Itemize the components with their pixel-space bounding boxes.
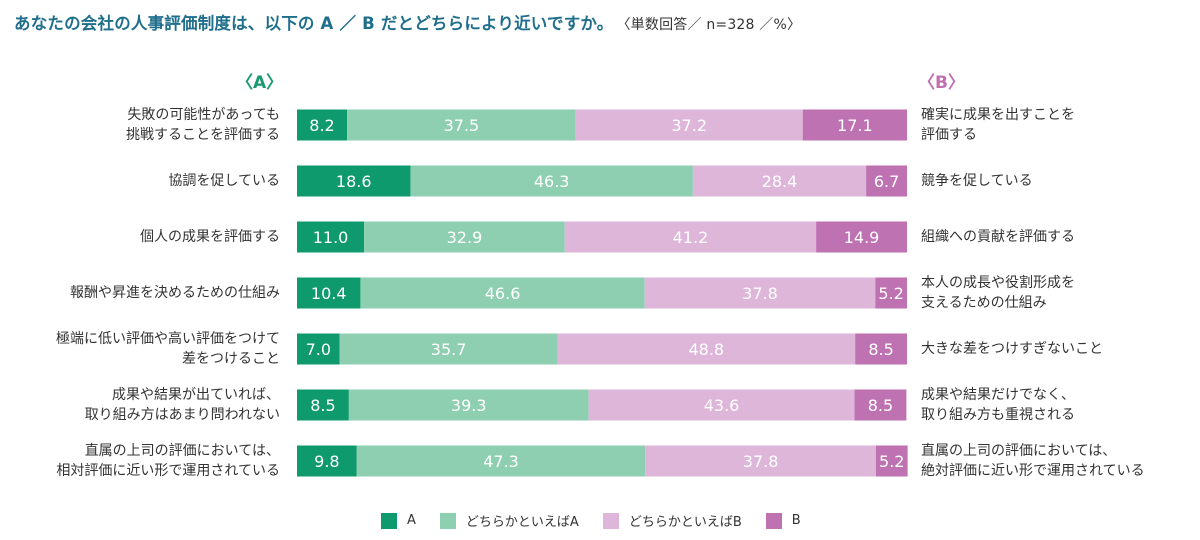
bar-segment	[297, 445, 357, 477]
bar-segment	[854, 389, 907, 421]
bar-segment	[557, 333, 856, 365]
bar-segment	[875, 277, 907, 309]
row-label-b: 成果や結果だけでなく、 取り組み方も重視される	[921, 387, 1075, 423]
legend-item: どちらかといえばB	[602, 511, 742, 530]
sample-note: 〈単数回答／ n=328 ／%〉	[623, 17, 802, 33]
data-label: 5.2	[879, 452, 904, 471]
data-label: 41.2	[673, 228, 709, 247]
legend-item: A	[381, 512, 416, 529]
data-label: 48.8	[688, 340, 724, 359]
bar-segment	[588, 389, 855, 421]
data-label: 9.8	[314, 452, 339, 471]
bar-segment	[692, 165, 867, 197]
bar-segment	[297, 277, 361, 309]
row-label-a: 成果や結果が出ていれば、 取り組み方はあまり問われない	[84, 387, 280, 423]
bar-segment	[347, 109, 576, 141]
legend-swatch	[381, 512, 397, 529]
row-label-a: 直属の上司の評価においては、 相対評価に近い形で運用されている	[56, 443, 280, 479]
legend-item: B	[765, 512, 801, 529]
bar-segment	[802, 109, 907, 141]
legend-label: A	[407, 513, 416, 528]
row-label-b: 組織への貢献を評価する	[921, 229, 1075, 245]
bar-row: 11.0 32.9 41.2 14.9	[297, 221, 907, 253]
bar-segment	[297, 221, 365, 253]
data-label: 18.6	[336, 172, 372, 191]
row-label-a: 報酬や昇進を決めるための仕組み	[70, 285, 280, 301]
column-header-a: 〈A〉	[236, 73, 284, 93]
legend-label: B	[791, 513, 801, 528]
data-label: 37.8	[743, 452, 779, 471]
bar-segment	[348, 389, 589, 421]
row-label-a: 失敗の可能性があっても 挑戦することを評価する	[126, 107, 280, 143]
bar-segment	[297, 165, 411, 197]
data-label: 14.9	[844, 228, 880, 247]
row-label-b: 本人の成長や役割形成を 支えるための仕組み	[921, 275, 1075, 311]
chart-title: あなたの会社の人事評価制度は、以下の A ／ B だとどちらにより近いですか。〈…	[14, 10, 801, 34]
data-label: 47.3	[483, 452, 519, 471]
legend: A どちらかといえばA どちらかといえばB B	[381, 511, 825, 530]
bar-row: 18.6 46.3 28.4 6.7	[297, 165, 907, 197]
data-label: 46.6	[485, 284, 521, 303]
bar-segment	[297, 333, 340, 365]
legend-swatch	[439, 512, 456, 529]
bar-segment	[645, 445, 876, 477]
row-label-b: 確実に成果を出すことを 評価する	[921, 107, 1075, 143]
bar-row: 10.4 46.6 37.8 5.2	[297, 277, 907, 309]
data-label: 39.3	[451, 396, 487, 415]
data-label: 37.8	[742, 284, 778, 303]
data-label: 17.1	[837, 116, 873, 135]
bar-segment	[297, 109, 348, 141]
data-label: 37.2	[671, 116, 707, 135]
bar-row: 8.2 37.5 37.2 17.1	[297, 109, 907, 141]
bar-row: 8.5 39.3 43.6 8.5	[297, 389, 907, 421]
data-label: 43.6	[704, 396, 740, 415]
data-label: 10.4	[311, 284, 347, 303]
bar-segment	[564, 221, 817, 253]
legend-item: どちらかといえばA	[439, 511, 579, 530]
column-header-b: 〈B〉	[918, 73, 965, 93]
row-label-b: 競争を促している	[921, 173, 1033, 189]
data-label: 35.7	[431, 340, 467, 359]
legend-label: どちらかといえばB	[628, 515, 742, 530]
bar-segment	[575, 109, 803, 141]
data-label: 37.5	[444, 116, 480, 135]
data-label: 5.2	[878, 284, 903, 303]
bar-segment	[339, 333, 558, 365]
data-label: 8.5	[868, 396, 893, 415]
bar-segment	[866, 165, 907, 197]
data-label: 8.2	[309, 116, 334, 135]
legend-label: どちらかといえばA	[465, 515, 579, 530]
row-label-a: 極端に低い評価や高い評価をつけて 差をつけること	[56, 331, 280, 367]
data-label: 8.5	[310, 396, 335, 415]
bar-segment	[297, 389, 349, 421]
bar-segment	[410, 165, 693, 197]
data-label: 7.0	[306, 340, 331, 359]
bar-segment	[875, 445, 908, 477]
row-label-b: 直属の上司の評価においては、 絶対評価に近い形で運用されている	[921, 443, 1145, 479]
data-label: 11.0	[313, 228, 349, 247]
row-label-b: 大きな差をつけすぎないこと	[921, 341, 1103, 357]
data-label: 46.3	[534, 172, 570, 191]
bar-row: 9.8 47.3 37.8 5.2	[297, 445, 908, 477]
bar-segment	[816, 221, 907, 253]
title-text: あなたの会社の人事評価制度は、以下の A ／ B だとどちらにより近いですか。	[14, 14, 614, 33]
data-label: 32.9	[447, 228, 483, 247]
legend-swatch	[602, 512, 619, 529]
bar-segment	[644, 277, 876, 309]
data-label: 6.7	[874, 172, 899, 191]
bar-segment	[356, 445, 646, 477]
data-label: 8.5	[868, 340, 893, 359]
bar-segment	[364, 221, 565, 253]
row-label-a: 協調を促している	[168, 173, 280, 189]
bar-segment	[360, 277, 645, 309]
row-label-a: 個人の成果を評価する	[140, 229, 280, 245]
legend-swatch	[765, 512, 782, 529]
data-label: 28.4	[762, 172, 798, 191]
bar-row: 7.0 35.7 48.8 8.5	[297, 333, 907, 365]
bar-segment	[855, 333, 907, 365]
